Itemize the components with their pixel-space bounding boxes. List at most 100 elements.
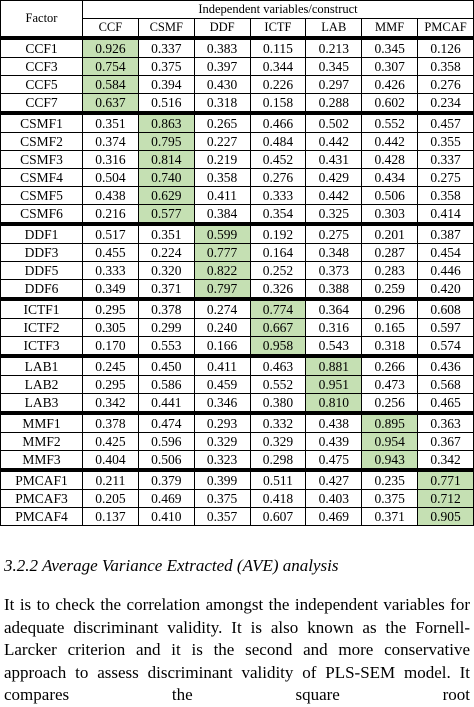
row-label: PMCAF3 — [0, 489, 83, 508]
loading-cell: 0.227 — [193, 132, 251, 151]
loading-cell: 0.431 — [305, 150, 363, 169]
row-label: CCF3 — [0, 57, 83, 76]
loading-cell: 0.325 — [305, 204, 363, 225]
loading-cell: 0.450 — [137, 354, 195, 376]
loading-cell: 0.344 — [249, 57, 307, 76]
loading-cell: 0.607 — [249, 507, 307, 526]
table-row: PMCAF1 0.211 0.379 0.399 0.511 0.427 0.235 0.77… — [0, 468, 474, 490]
loading-cell: 0.357 — [193, 507, 251, 526]
loading-cell: 0.296 — [361, 297, 419, 319]
loading-cell: 0.226 — [249, 75, 307, 94]
table-row: LAB2 0.295 0.586 0.459 0.552 0.951 0.473 0.568 — [0, 375, 474, 394]
loading-cell: 0.358 — [193, 168, 251, 187]
loading-cell: 0.276 — [417, 75, 474, 94]
loading-cell: 0.158 — [249, 93, 307, 114]
loading-cell: 0.511 — [249, 468, 307, 490]
loading-cell: 0.438 — [82, 186, 139, 205]
loading-cell: 0.216 — [82, 204, 139, 225]
table-row: DDF3 0.455 0.224 0.777 0.164 0.348 0.287 0.454 — [0, 243, 474, 262]
table-header: Factor Independent variables/construct C… — [0, 0, 474, 39]
table-row: MMF3 0.404 0.506 0.323 0.298 0.475 0.943 0.342 — [0, 450, 474, 471]
loading-cell: 0.164 — [249, 243, 307, 262]
loading-cell: 0.235 — [361, 468, 419, 490]
loading-cell: 0.822 — [193, 261, 251, 280]
table-row: CCF3 0.754 0.375 0.397 0.344 0.345 0.307 0.358 — [0, 57, 474, 76]
row-label: CSMF5 — [0, 186, 83, 205]
loading-cell: 0.552 — [361, 111, 419, 133]
loading-cell: 0.274 — [193, 297, 251, 319]
loading-cell: 0.469 — [137, 489, 195, 508]
loading-cell: 0.951 — [305, 375, 363, 394]
column-header: ICTF — [249, 18, 307, 39]
loading-cell: 0.457 — [417, 111, 474, 133]
loading-cell: 0.316 — [82, 150, 139, 169]
loading-cell: 0.355 — [417, 132, 474, 151]
loading-cell: 0.265 — [193, 111, 251, 133]
loading-cell: 0.586 — [137, 375, 195, 394]
loading-cell: 0.287 — [361, 243, 419, 262]
loading-cell: 0.379 — [137, 468, 195, 490]
loading-cell: 0.439 — [305, 432, 363, 451]
loading-cell: 0.364 — [305, 297, 363, 319]
loading-cell: 0.608 — [417, 297, 474, 319]
loading-cell: 0.316 — [305, 318, 363, 337]
factor-header: Factor — [0, 0, 83, 39]
loading-cell: 0.374 — [82, 132, 139, 151]
loading-cell: 0.378 — [82, 411, 139, 433]
row-label: ICTF3 — [0, 336, 83, 357]
loading-cell: 0.371 — [361, 507, 419, 526]
loading-cell: 0.342 — [82, 393, 139, 414]
loading-cell: 0.351 — [82, 111, 139, 133]
column-header: DDF — [193, 18, 251, 39]
column-header: PMCAF — [417, 18, 474, 39]
loading-cell: 0.577 — [137, 204, 195, 225]
column-header: LAB — [305, 18, 363, 39]
loading-cell: 0.276 — [249, 168, 307, 187]
loading-cell: 0.881 — [305, 354, 363, 376]
row-label: CCF7 — [0, 93, 83, 114]
loading-cell: 0.373 — [305, 261, 363, 280]
loading-cell: 0.307 — [361, 57, 419, 76]
loading-cell: 0.442 — [305, 186, 363, 205]
loading-cell: 0.387 — [417, 222, 474, 244]
loading-cell: 0.333 — [249, 186, 307, 205]
loading-cell: 0.574 — [417, 336, 474, 357]
row-label: LAB1 — [0, 354, 83, 376]
loading-cell: 0.596 — [137, 432, 195, 451]
loading-cell: 0.863 — [137, 111, 195, 133]
loading-cell: 0.378 — [137, 297, 195, 319]
table-row: CSMF4 0.504 0.740 0.358 0.276 0.429 0.434 0.275 — [0, 168, 474, 187]
loading-cell: 0.475 — [305, 450, 363, 471]
loading-cell: 0.629 — [137, 186, 195, 205]
loading-cell: 0.256 — [361, 393, 419, 414]
loading-cell: 0.410 — [137, 507, 195, 526]
loading-cell: 0.459 — [193, 375, 251, 394]
loading-cell: 0.288 — [305, 93, 363, 114]
loading-cell: 0.429 — [305, 168, 363, 187]
loading-cell: 0.329 — [193, 432, 251, 451]
loading-cell: 0.463 — [249, 354, 307, 376]
loading-cell: 0.414 — [417, 204, 474, 225]
table-row: CSMF2 0.374 0.795 0.227 0.484 0.442 0.442 0.355 — [0, 132, 474, 151]
loading-cell: 0.504 — [82, 168, 139, 187]
row-label: ICTF1 — [0, 297, 83, 319]
table-row: CCF5 0.584 0.394 0.430 0.226 0.297 0.426 0.276 — [0, 75, 474, 94]
loading-cell: 0.170 — [82, 336, 139, 357]
loading-cell: 0.295 — [82, 375, 139, 394]
table-row: LAB3 0.342 0.441 0.346 0.380 0.810 0.256 0.465 — [0, 393, 474, 414]
table-row: ICTF3 0.170 0.553 0.166 0.958 0.543 0.318 0.574 — [0, 336, 474, 357]
loading-cell: 0.394 — [137, 75, 195, 94]
loading-cell: 0.240 — [193, 318, 251, 337]
loading-cell: 0.358 — [417, 57, 474, 76]
loading-cell: 0.454 — [417, 243, 474, 262]
loading-cell: 0.349 — [82, 279, 139, 300]
loading-cell: 0.252 — [249, 261, 307, 280]
loading-cell: 0.418 — [249, 489, 307, 508]
table-row: DDF5 0.333 0.320 0.822 0.252 0.373 0.283 0.446 — [0, 261, 474, 280]
row-label: CCF5 — [0, 75, 83, 94]
loading-cell: 0.354 — [249, 204, 307, 225]
loading-cell: 0.810 — [305, 393, 363, 414]
loading-cell: 0.455 — [82, 243, 139, 262]
table-row: MMF2 0.425 0.596 0.329 0.329 0.439 0.954 0.367 — [0, 432, 474, 451]
loading-cell: 0.667 — [249, 318, 307, 337]
